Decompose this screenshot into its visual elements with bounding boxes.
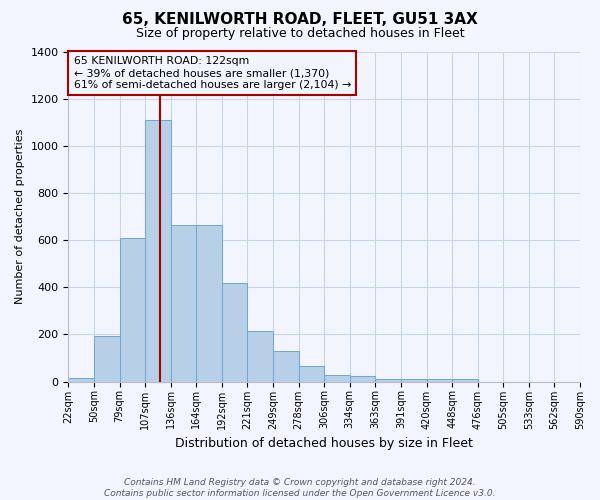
Bar bbox=[247, 331, 273, 382]
Bar bbox=[171, 225, 196, 382]
Bar bbox=[273, 351, 299, 382]
Bar bbox=[401, 380, 427, 382]
Bar bbox=[452, 380, 478, 382]
Bar bbox=[68, 378, 94, 382]
Text: Size of property relative to detached houses in Fleet: Size of property relative to detached ho… bbox=[136, 28, 464, 40]
Bar bbox=[196, 225, 222, 382]
Text: 65, KENILWORTH ROAD, FLEET, GU51 3AX: 65, KENILWORTH ROAD, FLEET, GU51 3AX bbox=[122, 12, 478, 28]
Y-axis label: Number of detached properties: Number of detached properties bbox=[15, 129, 25, 304]
Bar bbox=[427, 380, 452, 382]
Bar bbox=[145, 120, 171, 382]
Bar bbox=[222, 282, 247, 382]
Bar bbox=[324, 374, 350, 382]
Bar bbox=[299, 366, 324, 382]
Bar bbox=[94, 336, 119, 382]
Text: Contains HM Land Registry data © Crown copyright and database right 2024.
Contai: Contains HM Land Registry data © Crown c… bbox=[104, 478, 496, 498]
Bar bbox=[376, 380, 401, 382]
Bar bbox=[350, 376, 376, 382]
X-axis label: Distribution of detached houses by size in Fleet: Distribution of detached houses by size … bbox=[175, 437, 473, 450]
Bar bbox=[119, 238, 145, 382]
Text: 65 KENILWORTH ROAD: 122sqm
← 39% of detached houses are smaller (1,370)
61% of s: 65 KENILWORTH ROAD: 122sqm ← 39% of deta… bbox=[74, 56, 351, 90]
